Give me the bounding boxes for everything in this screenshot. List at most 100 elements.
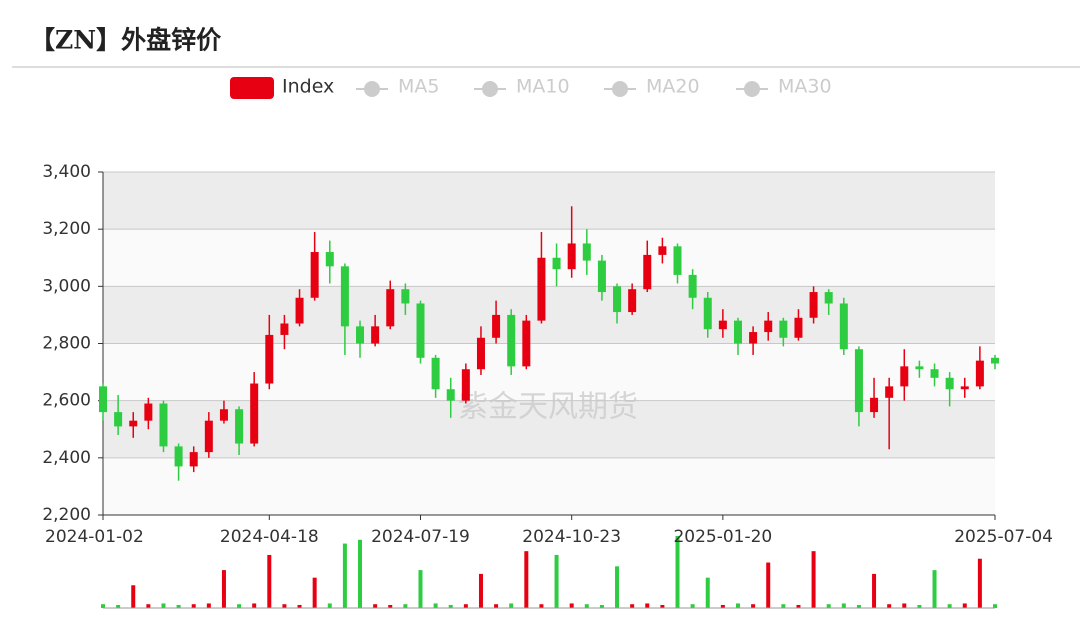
volume-bar	[252, 603, 257, 608]
volume-bar	[902, 603, 907, 608]
candle-body	[476, 337, 485, 370]
volume-bar	[176, 604, 181, 608]
candle-body	[219, 409, 228, 421]
grid-band	[103, 286, 995, 344]
x-tick-label: 2025-07-04	[954, 527, 1053, 547]
candle-body	[340, 266, 349, 327]
candle-body	[431, 357, 440, 390]
volume-bar	[887, 604, 892, 608]
volume-bar	[690, 604, 695, 608]
volume-bar	[131, 585, 136, 608]
candle-body	[839, 303, 848, 350]
watermark: 紫金天风期货	[458, 390, 638, 425]
volume-bar	[494, 604, 499, 608]
volume-bar	[917, 604, 922, 608]
candle-body	[461, 369, 470, 401]
volume-bar	[569, 603, 574, 608]
volume-bar	[599, 604, 604, 608]
volume-bar	[539, 604, 544, 608]
y-tick-label: 3,400	[42, 162, 91, 182]
candle-body	[733, 320, 742, 344]
legend-label: MA5	[398, 76, 439, 98]
volume-bar	[554, 554, 559, 608]
volume-bar	[418, 570, 423, 608]
volume-bar	[811, 551, 816, 608]
candle-body	[764, 320, 773, 333]
candle-body	[295, 297, 304, 324]
volume-bar	[751, 604, 756, 608]
candle-body	[446, 389, 455, 401]
x-tick-label: 2024-01-02	[45, 527, 144, 547]
candle-body	[416, 303, 425, 358]
candle-body	[567, 243, 576, 270]
candle-body	[265, 334, 274, 384]
y-tick-label: 3,000	[42, 276, 91, 296]
volume-bar	[312, 577, 317, 608]
grid-band	[103, 457, 995, 515]
candle-body	[159, 403, 168, 447]
candle-body	[401, 289, 410, 304]
candle-body	[537, 257, 546, 321]
candle-body	[960, 386, 969, 390]
volume-bar	[826, 604, 831, 608]
candle-body	[99, 386, 107, 413]
volume-bar	[116, 604, 121, 608]
volume-bar	[524, 551, 529, 608]
volume-bar	[146, 604, 151, 608]
candle-body	[144, 403, 153, 421]
candle-body	[854, 349, 863, 413]
volume-bar	[645, 603, 650, 608]
candle-body	[522, 320, 531, 367]
legend-label: MA10	[516, 76, 570, 98]
x-tick-label: 2024-04-18	[220, 527, 319, 547]
volume-bar	[403, 604, 408, 608]
candle-body	[204, 420, 213, 453]
candle-body	[900, 366, 909, 387]
candle-body	[310, 252, 319, 298]
candle-body	[991, 357, 999, 364]
volume-bar	[766, 562, 771, 608]
y-tick-label: 2,800	[42, 334, 91, 354]
volume-bar	[388, 604, 393, 608]
candle-body	[174, 446, 183, 467]
candle-body	[809, 292, 818, 318]
candle-body	[280, 323, 289, 335]
y-tick-label: 2,400	[42, 448, 91, 468]
volume-bar	[675, 536, 680, 608]
grid-band	[103, 229, 995, 287]
candle-body	[582, 243, 591, 261]
candle-body	[885, 386, 894, 398]
volume-bar	[342, 543, 347, 608]
volume-bar	[962, 603, 967, 608]
volume-bar	[206, 603, 211, 608]
candle-body	[824, 292, 833, 304]
x-tick-label: 2025-01-20	[673, 527, 772, 547]
candle-body	[114, 412, 123, 427]
volume-bar	[872, 573, 877, 608]
volume-bar	[237, 604, 242, 608]
volume-bar	[327, 603, 332, 608]
candle-body	[129, 420, 138, 427]
candle-body	[975, 360, 984, 387]
candle-body	[507, 314, 516, 367]
candle-body	[250, 383, 259, 444]
volume-bar	[630, 604, 635, 608]
volume-bar	[705, 577, 710, 608]
legend-swatch	[482, 81, 498, 97]
volume-bar	[781, 604, 786, 608]
x-tick-label: 2024-07-19	[371, 527, 470, 547]
volume-bar	[221, 570, 226, 608]
candle-body	[552, 257, 561, 270]
candle-body	[915, 366, 924, 370]
volume-bar	[841, 603, 846, 608]
candle-body	[703, 297, 712, 330]
y-tick-label: 2,200	[42, 505, 91, 525]
legend-swatch	[364, 81, 380, 97]
volume-bar	[615, 566, 620, 608]
candle-body	[658, 246, 667, 255]
candle-body	[945, 377, 954, 390]
y-tick-label: 3,200	[42, 219, 91, 239]
candle-body	[189, 452, 198, 467]
volume-bar	[660, 604, 665, 608]
candle-body	[779, 320, 788, 338]
